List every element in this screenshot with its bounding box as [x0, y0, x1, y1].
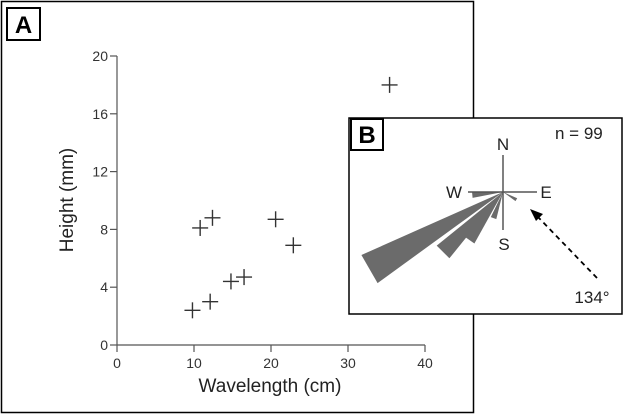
rose-petal [490, 192, 503, 220]
y-tick-label: 12 [92, 164, 108, 180]
panel-a-label: A [15, 12, 32, 39]
rose-petal [361, 192, 503, 284]
y-tick-label: 4 [100, 279, 108, 295]
y-tick-label: 20 [92, 48, 108, 64]
x-axis-title: Wavelength (cm) [199, 376, 342, 397]
scatter-point [192, 219, 209, 236]
rose-petals [361, 191, 518, 284]
x-tick-label: 40 [417, 355, 433, 371]
scatter-point [222, 273, 239, 290]
scatter-plot: 0 10 20 30 40 0 4 8 12 16 20 Wavelength (cm) Heig… [57, 48, 433, 397]
y-axis-title: Height (mm) [57, 148, 78, 253]
scatter-point [184, 302, 201, 319]
y-tick-label: 0 [100, 337, 108, 353]
rose-petal [503, 192, 518, 202]
panel-a-label-box [6, 7, 41, 41]
scatter-point [381, 76, 398, 93]
x-tick-label: 30 [340, 355, 356, 371]
mean-direction-label: 134° [574, 288, 609, 307]
x-tick-label: 20 [263, 355, 279, 371]
scatter-point [267, 211, 284, 228]
x-tick-label: 10 [186, 355, 202, 371]
x-tick-label: 0 [113, 355, 121, 371]
compass-west-label: W [446, 183, 462, 202]
scatter-point [202, 293, 219, 310]
compass-south-label: S [498, 235, 509, 254]
rose-petal [436, 192, 503, 259]
n-count-label: n = 99 [555, 124, 603, 143]
rose-panel: B n = 99 N E S W 134° [348, 117, 623, 315]
rose-petal [472, 191, 503, 198]
compass-rose: N E S W [446, 135, 552, 254]
compass-north-label: N [497, 135, 509, 154]
panel-b-label-box [350, 118, 384, 151]
rose-petal [464, 192, 503, 244]
y-tick-label: 8 [100, 221, 108, 237]
scatter-point [285, 237, 302, 254]
compass-east-label: E [540, 183, 551, 202]
scatter-point [236, 269, 253, 286]
panel-b-label: B [358, 122, 375, 149]
y-tick-label: 16 [92, 106, 108, 122]
scatter-point [204, 209, 221, 226]
mean-direction-arrowhead [530, 209, 543, 221]
